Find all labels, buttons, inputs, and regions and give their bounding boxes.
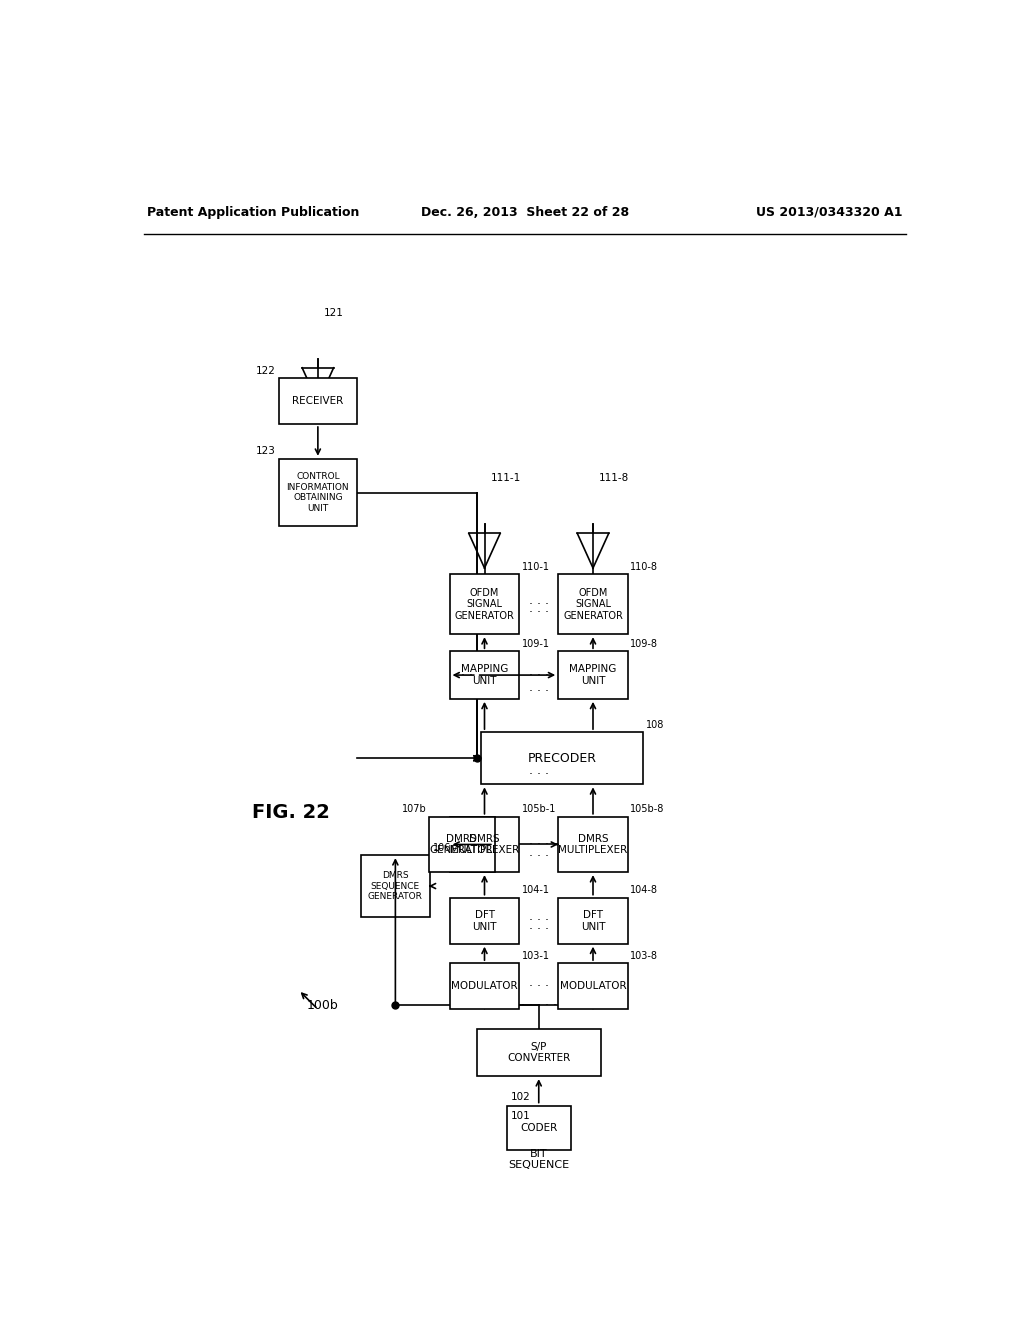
Text: FIG. 22: FIG. 22 <box>252 804 330 822</box>
Text: · · ·: · · · <box>528 606 549 619</box>
Text: · · ·: · · · <box>528 915 549 927</box>
Bar <box>450 817 519 873</box>
Text: · · ·: · · · <box>528 850 549 863</box>
Text: 101: 101 <box>511 1111 531 1121</box>
Text: S/P
CONVERTER: S/P CONVERTER <box>507 1041 570 1063</box>
Text: 103-8: 103-8 <box>630 950 658 961</box>
Text: Dec. 26, 2013  Sheet 22 of 28: Dec. 26, 2013 Sheet 22 of 28 <box>421 206 629 219</box>
Text: 122: 122 <box>255 366 275 376</box>
Bar <box>450 964 519 1010</box>
Text: 104-1: 104-1 <box>521 886 550 895</box>
Bar <box>477 1028 601 1076</box>
Text: 100b: 100b <box>306 999 338 1012</box>
Text: · · · · ·: · · · · · <box>521 999 557 1012</box>
Text: 111-1: 111-1 <box>490 474 521 483</box>
Text: OFDM
SIGNAL
GENERATOR: OFDM SIGNAL GENERATOR <box>563 587 623 620</box>
Bar <box>450 898 519 944</box>
Text: MAPPING
UNIT: MAPPING UNIT <box>461 664 508 686</box>
Text: · · ·: · · · <box>528 598 549 611</box>
Bar <box>280 378 356 424</box>
Text: 107b: 107b <box>401 804 426 814</box>
Bar <box>558 964 628 1010</box>
Text: DFT
UNIT: DFT UNIT <box>581 909 605 932</box>
Bar <box>558 651 628 700</box>
Text: · · ·: · · · <box>528 668 549 681</box>
Text: RECEIVER: RECEIVER <box>292 396 343 407</box>
Text: MODULATOR: MODULATOR <box>452 981 518 991</box>
Text: MAPPING
UNIT: MAPPING UNIT <box>569 664 616 686</box>
Bar <box>429 817 495 873</box>
Text: · · ·: · · · <box>528 685 549 698</box>
Text: DMRS
MULTIPLEXER: DMRS MULTIPLEXER <box>558 834 628 855</box>
Bar <box>360 855 430 917</box>
Text: 110-1: 110-1 <box>521 562 550 572</box>
Text: DFT
UNIT: DFT UNIT <box>472 909 497 932</box>
Text: US 2013/0343320 A1: US 2013/0343320 A1 <box>756 206 902 219</box>
Text: · · ·: · · · <box>528 838 549 851</box>
Text: 110-8: 110-8 <box>630 562 658 572</box>
Bar <box>558 817 628 873</box>
Bar <box>480 733 643 784</box>
Text: BIT
SEQUENCE: BIT SEQUENCE <box>508 1148 569 1171</box>
Bar <box>558 898 628 944</box>
Text: MODULATOR: MODULATOR <box>560 981 627 991</box>
Text: CODER: CODER <box>520 1123 557 1133</box>
Bar <box>558 574 628 635</box>
Text: 111-8: 111-8 <box>599 474 630 483</box>
Text: 102: 102 <box>511 1092 531 1102</box>
Text: 109-8: 109-8 <box>630 639 658 649</box>
Bar <box>450 651 519 700</box>
Text: PRECODER: PRECODER <box>527 751 597 764</box>
Text: · · ·: · · · <box>453 668 473 681</box>
Text: 103-1: 103-1 <box>521 950 550 961</box>
Bar <box>280 459 356 527</box>
Text: DMRS
SEQUENCE
GENERATOR: DMRS SEQUENCE GENERATOR <box>368 871 423 902</box>
Text: 105b-1: 105b-1 <box>521 804 556 814</box>
Text: DMRS
GENERATOR: DMRS GENERATOR <box>430 834 494 855</box>
Text: 123: 123 <box>255 446 275 457</box>
Text: CONTROL
INFORMATION
OBTAINING
UNIT: CONTROL INFORMATION OBTAINING UNIT <box>287 473 349 512</box>
Text: 121: 121 <box>324 308 344 318</box>
Text: DMRS
MULTIPLEXER: DMRS MULTIPLEXER <box>450 834 519 855</box>
Text: 104-8: 104-8 <box>630 886 658 895</box>
Text: 109-1: 109-1 <box>521 639 550 649</box>
Text: OFDM
SIGNAL
GENERATOR: OFDM SIGNAL GENERATOR <box>455 587 514 620</box>
Text: 106: 106 <box>432 843 451 853</box>
Text: Patent Application Publication: Patent Application Publication <box>147 206 359 219</box>
Bar <box>507 1106 570 1150</box>
Text: · · ·: · · · <box>528 924 549 936</box>
Text: 105b-8: 105b-8 <box>630 804 665 814</box>
Bar <box>450 574 519 635</box>
Text: · · ·: · · · <box>528 768 549 781</box>
Text: · · ·: · · · <box>528 979 549 993</box>
Text: 108: 108 <box>646 719 665 730</box>
